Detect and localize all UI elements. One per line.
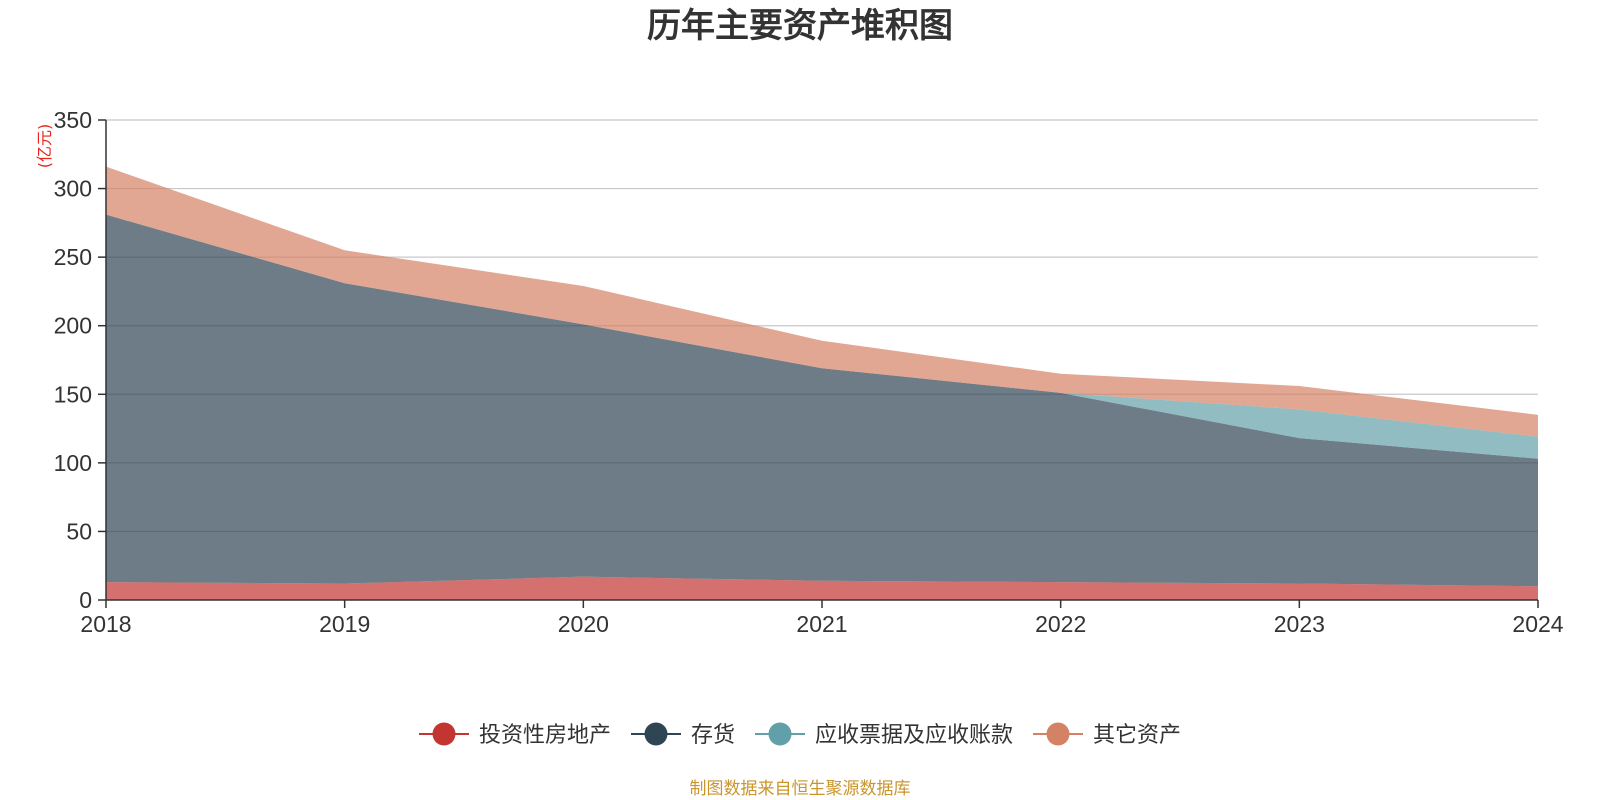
- legend-item-2: 存货: [631, 722, 735, 748]
- legend-item-1: 投资性房地产: [419, 722, 611, 748]
- legend-marker-icon: [644, 722, 668, 746]
- y-tick-label-350: 350: [54, 107, 92, 133]
- area-series-2: [106, 214, 1538, 587]
- legend-marker-icon: [768, 722, 792, 746]
- legend-item-3: 应收票据及应收账款: [755, 722, 1013, 748]
- y-tick-label-300: 300: [54, 176, 92, 202]
- x-tick-label-2024: 2024: [1512, 611, 1563, 637]
- legend-marker-icon: [1046, 722, 1070, 746]
- area-series: [106, 166, 1538, 600]
- x-tick-label-2019: 2019: [319, 611, 370, 637]
- legend-item-4: 其它资产: [1033, 722, 1181, 748]
- legend-label: 存货: [691, 723, 735, 748]
- tick-labels: 0 50 100 150 200 250 300 350 2018 2019 2020 2021 202…: [54, 107, 1564, 637]
- x-tick-label-2018: 2018: [80, 611, 131, 637]
- y-tick-label-150: 150: [54, 381, 92, 407]
- legend-marker-icon: [432, 722, 456, 746]
- y-tick-label-200: 200: [54, 313, 92, 339]
- x-tick-label-2023: 2023: [1274, 611, 1325, 637]
- legend-label: 应收票据及应收账款: [815, 723, 1013, 748]
- y-tick-label-250: 250: [54, 244, 92, 270]
- y-axis-unit-label: (亿元): [35, 124, 54, 169]
- x-tick-label-2022: 2022: [1035, 611, 1086, 637]
- axes: [98, 119, 1539, 608]
- y-tick-label-100: 100: [54, 450, 92, 476]
- legend: 投资性房地产 存货 应收票据及应收账款 其它资产: [419, 722, 1181, 748]
- legend-label: 其它资产: [1093, 723, 1181, 748]
- chart-title: 历年主要资产堆积图: [647, 6, 953, 46]
- x-tick-label-2020: 2020: [558, 611, 609, 637]
- legend-label: 投资性房地产: [479, 723, 611, 748]
- source-note: 制图数据来自恒生聚源数据库: [690, 779, 911, 799]
- area-series-3: [106, 214, 1538, 459]
- x-tick-label-2021: 2021: [796, 611, 847, 637]
- area-series-1: [106, 576, 1538, 600]
- y-tick-label-0: 0: [79, 587, 92, 613]
- area-series-4: [106, 166, 1538, 437]
- y-tick-label-50: 50: [66, 518, 92, 544]
